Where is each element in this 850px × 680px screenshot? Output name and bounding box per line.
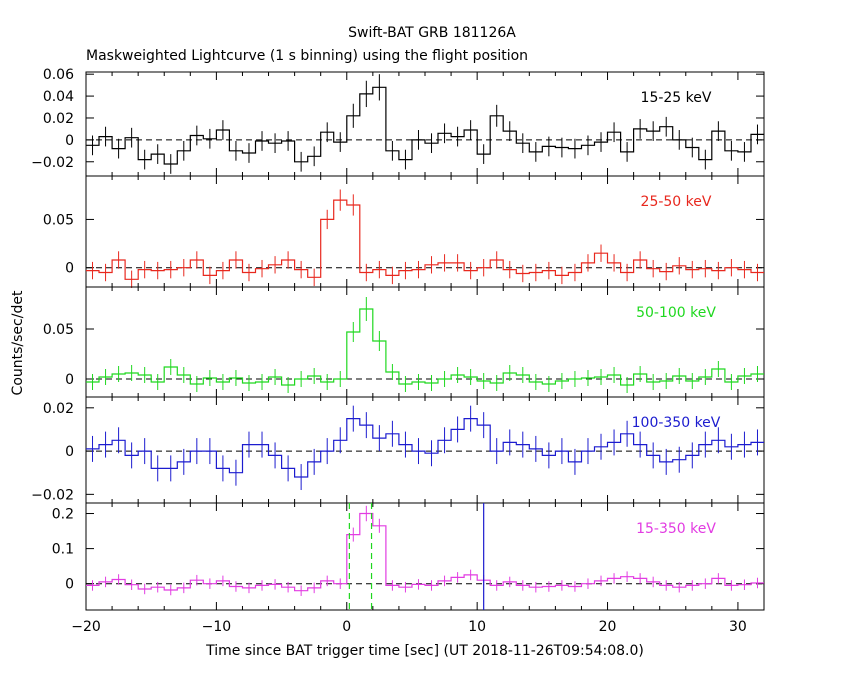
band-label: 50-100 keV	[636, 305, 716, 321]
x-tick-label: 30	[729, 619, 747, 635]
x-tick-label: −20	[71, 619, 101, 635]
panels: −0.02 0 0.02 0.04 0.06 15-25 keV 0 0.05 25-50 ke…	[31, 67, 765, 635]
x-tick-label: 20	[599, 619, 617, 635]
y-tick-label: 0.1	[52, 542, 74, 558]
y-tick-label: 0	[65, 444, 74, 460]
x-tick-label: 10	[468, 619, 486, 635]
panel-1: −0.02 0 0.02 0.04 0.06 15-25 keV	[31, 67, 765, 177]
y-tick-label: 0	[65, 261, 74, 277]
y-tick-label: 0	[65, 372, 74, 388]
panel-frame	[85, 175, 765, 288]
panel-frame	[85, 396, 765, 504]
x-tick-label: 0	[342, 619, 351, 635]
panel-frame	[85, 502, 765, 611]
y-tick-label: 0.2	[52, 507, 74, 523]
lightcurve-series	[86, 418, 764, 478]
chart-subtitle: Maskweighted Lightcurve (1 s binning) us…	[86, 48, 528, 64]
y-tick-label: 0	[65, 577, 74, 593]
panel-5: 0 0.1 0.2 15-350 keV	[52, 502, 765, 611]
y-tick-label: −0.02	[31, 155, 74, 171]
band-label: 25-50 keV	[641, 194, 712, 210]
chart-title: Swift-BAT GRB 181126A	[348, 25, 516, 41]
y-axis-label: Counts/sec/det	[10, 290, 26, 395]
lightcurve-series	[86, 86, 764, 165]
lightcurve-series	[86, 512, 764, 592]
y-tick-label: 0.06	[43, 67, 74, 83]
band-label: 100-350 keV	[632, 415, 721, 431]
lightcurve-series	[86, 199, 764, 280]
y-tick-label: 0.04	[43, 89, 74, 105]
panel-2: 0 0.05 25-50 keV	[43, 175, 765, 288]
y-tick-label: 0.02	[43, 111, 74, 127]
y-tick-label: 0	[65, 133, 74, 149]
panel-3: 0 0.05 50-100 keV	[43, 286, 765, 398]
panel-frame	[85, 71, 765, 177]
x-tick-label: −10	[202, 619, 232, 635]
y-tick-label: 0.05	[43, 322, 74, 338]
band-label: 15-25 keV	[641, 90, 712, 106]
x-axis-label: Time since BAT trigger time [sec] (UT 20…	[205, 643, 644, 659]
y-tick-label: 0.05	[43, 212, 74, 228]
panel-4: −0.02 0 0.02 100-350 keV	[31, 396, 765, 504]
band-label: 15-350 keV	[636, 521, 716, 537]
lightcurve-series	[86, 308, 764, 386]
y-tick-label: −0.02	[31, 487, 74, 503]
y-tick-label: 0.02	[43, 401, 74, 417]
